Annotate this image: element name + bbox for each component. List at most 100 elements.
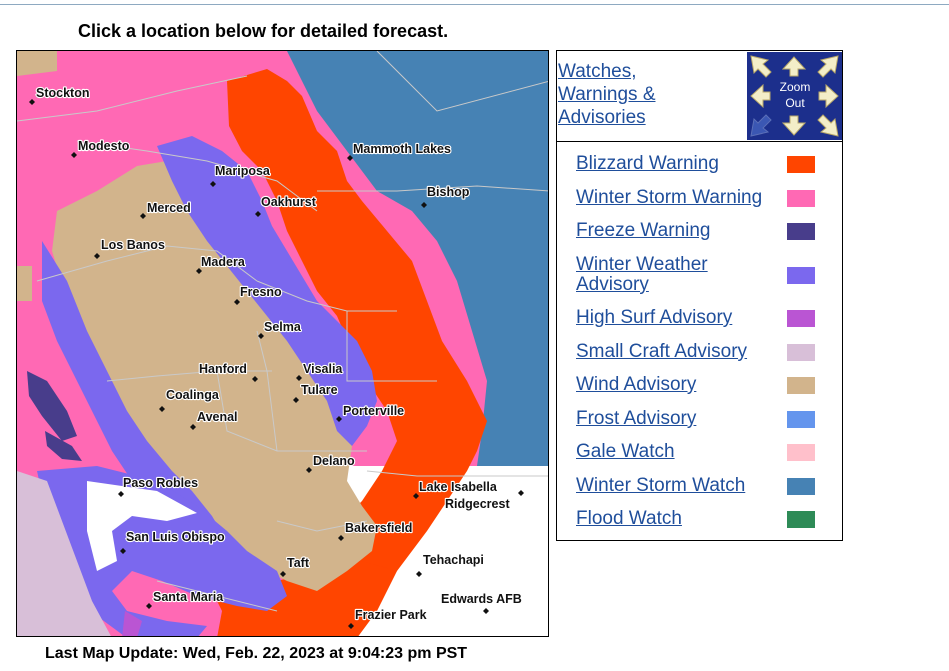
svg-text:Visalia: Visalia [303, 362, 343, 376]
legend-blizzard-warning[interactable]: Blizzard Warning [576, 154, 841, 174]
city-los-banos[interactable]: Los Banos [94, 237, 166, 259]
legend-link[interactable]: Winter Weather Advisory [576, 254, 708, 295]
legend-gale-watch[interactable]: Gale Watch [576, 442, 841, 462]
city-san-luis-obispo[interactable]: San Luis Obispo [120, 529, 226, 554]
legend-wind-advisory[interactable]: Wind Advisory [576, 375, 841, 395]
svg-text:Stockton: Stockton [36, 86, 89, 100]
zoom-out-button[interactable]: Zoom Out [747, 52, 842, 140]
city-visalia[interactable]: Visalia [296, 361, 345, 381]
watches-link-line-1[interactable]: Watches, [558, 61, 637, 82]
svg-text:Hanford: Hanford [199, 362, 247, 376]
legend-swatch [787, 310, 815, 327]
legend-link[interactable]: Wind Advisory [576, 374, 697, 395]
city-lake-isabella[interactable]: Lake Isabella [413, 479, 499, 499]
watches-box: Watches, Warnings & Advisories Zoom Out [556, 50, 843, 142]
city-porterville[interactable]: Porterville [336, 403, 405, 422]
svg-text:Selma: Selma [264, 320, 302, 334]
legend-winter-storm-watch[interactable]: Winter Storm Watch [576, 476, 841, 496]
city-fresno[interactable]: Fresno [234, 284, 283, 305]
legend-link[interactable]: Small Craft Advisory [576, 341, 748, 362]
wind-advisory-west-area[interactable] [17, 266, 32, 301]
svg-text:Tulare: Tulare [301, 383, 338, 397]
svg-text:Modesto: Modesto [78, 139, 130, 153]
watches-link-line-3[interactable]: Advisories [558, 107, 646, 128]
legend-link[interactable]: Winter Storm Watch [576, 475, 746, 496]
map-svg[interactable]: Stockton Modesto Mariposa Mammoth Lakes … [17, 51, 549, 637]
svg-text:Bishop: Bishop [427, 185, 470, 199]
city-ridgecrest[interactable]: Ridgecrest [444, 490, 524, 512]
svg-text:Paso Robles: Paso Robles [123, 476, 198, 490]
city-selma[interactable]: Selma [258, 319, 303, 339]
freeze-warning-area[interactable] [27, 371, 77, 441]
blizzard-warning-south-area[interactable] [212, 561, 397, 637]
city-modesto[interactable]: Modesto [71, 138, 131, 158]
legend-link[interactable]: Flood Watch [576, 508, 682, 529]
city-taft[interactable]: Taft [280, 555, 311, 577]
coastal-no-hazard-area [87, 481, 197, 571]
freeze-warning-area-2[interactable] [45, 431, 82, 461]
hazard-legend: Blizzard Warning Winter Storm Warning Fr… [556, 141, 843, 541]
legend-winter-storm-warning[interactable]: Winter Storm Warning [576, 188, 841, 208]
blizzard-warning-area[interactable] [227, 69, 487, 596]
legend-link[interactable]: Gale Watch [576, 441, 675, 462]
svg-text:Edwards AFB: Edwards AFB [441, 592, 522, 606]
legend-freeze-warning[interactable]: Freeze Warning [576, 221, 841, 241]
city-delano[interactable]: Delano [306, 453, 356, 473]
city-frazier-park[interactable]: Frazier Park [348, 607, 428, 629]
small-craft-advisory-area[interactable] [17, 471, 112, 637]
winter-weather-advisory-area[interactable] [157, 136, 377, 446]
svg-text:Taft: Taft [287, 556, 310, 570]
svg-text:Oakhurst: Oakhurst [261, 195, 317, 209]
legend-swatch [787, 377, 815, 394]
winter-storm-watch-area[interactable] [287, 51, 549, 466]
legend-link[interactable]: Blizzard Warning [576, 153, 719, 174]
legend-small-craft-advisory[interactable]: Small Craft Advisory [576, 342, 841, 362]
zoom-label-2: Out [785, 96, 805, 110]
city-oakhurst[interactable]: Oakhurst [255, 194, 318, 217]
svg-text:Avenal: Avenal [197, 410, 238, 424]
svg-text:Merced: Merced [147, 201, 191, 215]
city-stockton[interactable]: Stockton [29, 85, 91, 105]
svg-text:Bakersfield: Bakersfield [345, 521, 412, 535]
city-mariposa[interactable]: Mariposa [210, 163, 272, 187]
city-bishop[interactable]: Bishop [421, 184, 471, 208]
city-santa-maria[interactable]: Santa Maria [146, 589, 225, 609]
legend-link[interactable]: Freeze Warning [576, 220, 711, 241]
watches-link-line-2[interactable]: Warnings & [558, 84, 656, 105]
city-merced[interactable]: Merced [140, 200, 192, 219]
city-coalinga[interactable]: Coalinga [159, 387, 221, 412]
legend-link[interactable]: Winter Storm Warning [576, 187, 763, 208]
watches-warnings-advisories-link[interactable]: Watches, Warnings & Advisories [558, 60, 738, 129]
legend-link[interactable]: High Surf Advisory [576, 307, 733, 328]
svg-text:Frazier Park: Frazier Park [355, 608, 427, 622]
legend-swatch [787, 267, 815, 284]
legend-winter-weather-advisory[interactable]: Winter Weather Advisory [576, 255, 841, 295]
city-avenal[interactable]: Avenal [190, 409, 239, 430]
city-madera[interactable]: Madera [196, 254, 247, 274]
city-tulare[interactable]: Tulare [293, 382, 339, 403]
high-surf-advisory-area[interactable] [122, 611, 142, 637]
legend-link[interactable]: Frost Advisory [576, 408, 697, 429]
svg-text:Madera: Madera [201, 255, 246, 269]
svg-text:Coalinga: Coalinga [166, 388, 220, 402]
city-tehachapi[interactable]: Tehachapi [416, 552, 485, 577]
svg-text:Santa Maria: Santa Maria [153, 590, 224, 604]
legend-flood-watch[interactable]: Flood Watch [576, 509, 841, 529]
wind-advisory-area[interactable] [52, 161, 377, 591]
city-markers: Stockton Modesto Mariposa Mammoth Lakes … [29, 85, 524, 629]
city-edwards-afb[interactable]: Edwards AFB [440, 591, 523, 614]
legend-high-surf-advisory[interactable]: High Surf Advisory [576, 308, 841, 328]
svg-text:Lake Isabella: Lake Isabella [419, 480, 498, 494]
city-paso-robles[interactable]: Paso Robles [118, 475, 199, 497]
legend-swatch [787, 511, 815, 528]
zoom-arrows-icon: Zoom Out [750, 55, 839, 137]
hazard-map[interactable]: Stockton Modesto Mariposa Mammoth Lakes … [16, 50, 549, 637]
svg-text:Mariposa: Mariposa [215, 164, 271, 178]
page-title: Click a location below for detailed fore… [78, 21, 449, 41]
wind-advisory-corner-area[interactable] [17, 51, 57, 76]
city-bakersfield[interactable]: Bakersfield [338, 520, 414, 541]
legend-frost-advisory[interactable]: Frost Advisory [576, 409, 841, 429]
city-mammoth-lakes[interactable]: Mammoth Lakes [347, 141, 452, 161]
city-hanford[interactable]: Hanford [198, 361, 258, 382]
svg-text:Tehachapi: Tehachapi [423, 553, 484, 567]
